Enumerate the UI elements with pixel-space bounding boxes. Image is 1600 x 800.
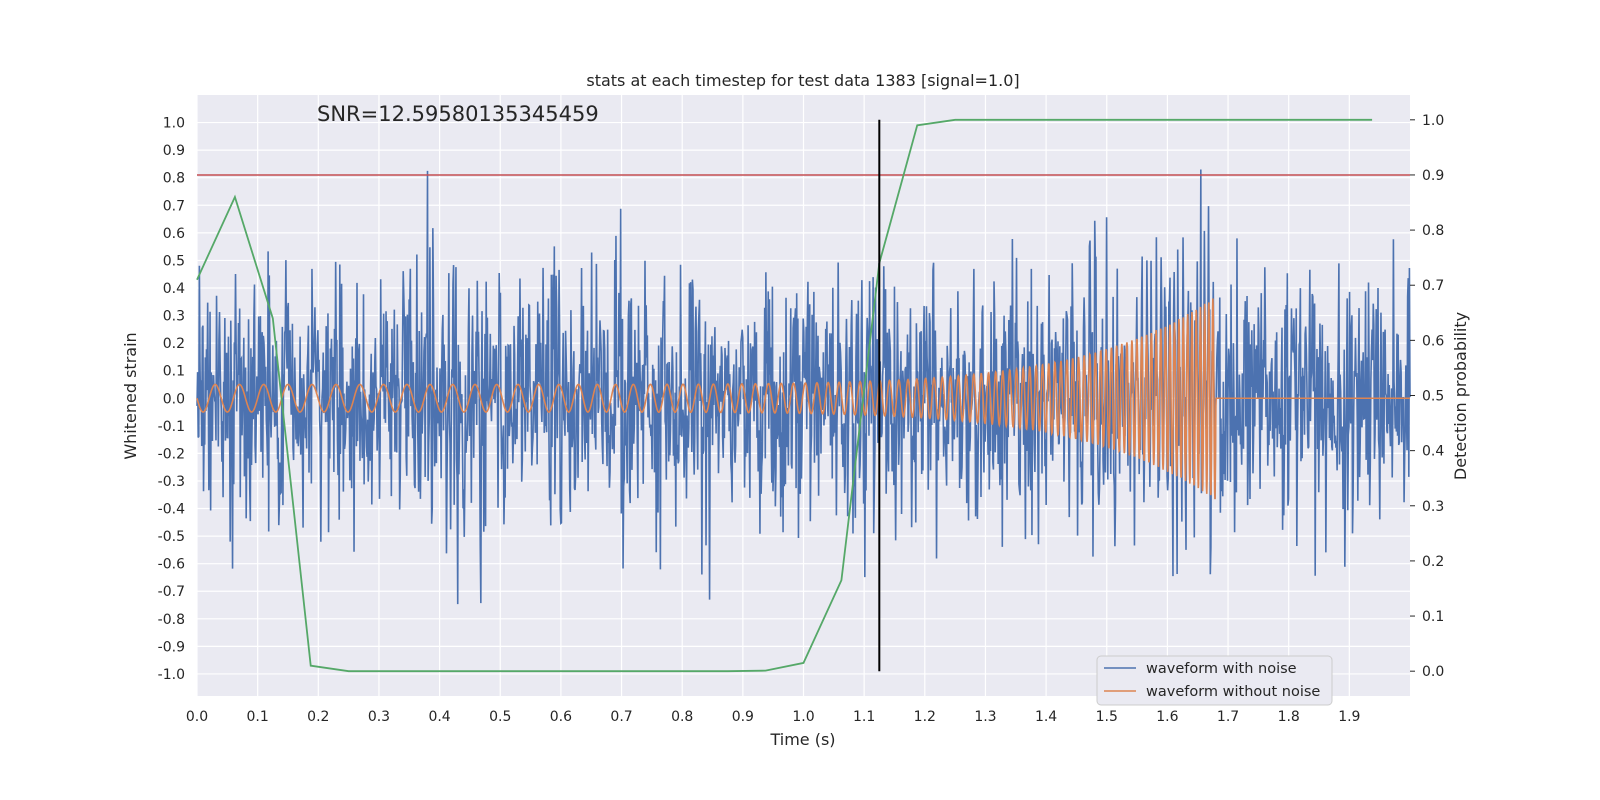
x-tick-label: 1.8: [1278, 709, 1300, 725]
left-y-tick-label: -0.7: [158, 584, 185, 600]
right-y-axis-title: Detection probability: [1451, 312, 1470, 480]
x-tick-label: 0.2: [307, 709, 329, 725]
legend-label-clean: waveform without noise: [1146, 684, 1320, 700]
series-layer: [196, 118, 1411, 673]
x-tick-label: 1.2: [914, 709, 936, 725]
x-tick-labels: 0.0 0.1 0.2 0.3 0.4 0.5 0.6 0.7 0.8 0.9 1.0 1.1 1.2 1…: [186, 709, 1361, 725]
left-y-tick-label: 0.5: [163, 253, 185, 269]
left-y-tick-label: 0.4: [163, 281, 185, 297]
right-y-tick-label: 1.0: [1422, 113, 1444, 129]
right-y-tick-label: 0.6: [1422, 333, 1444, 349]
x-tick-label: 0.6: [550, 709, 572, 725]
left-y-tick-label: -0.9: [158, 639, 185, 655]
left-y-tick-label: 0.0: [163, 391, 185, 407]
left-y-tick-label: 0.2: [163, 336, 185, 352]
series-detection-probability: [196, 118, 1373, 673]
left-y-tick-labels: -1.0 -0.9 -0.8 -0.7 -0.6 -0.5 -0.4 -0.3 -0.2 -0.1…: [158, 116, 185, 683]
left-y-tick-label: -0.5: [158, 529, 185, 545]
x-tick-label: 0.1: [247, 709, 269, 725]
x-tick-label: 0.3: [368, 709, 390, 725]
left-y-tick-label: -0.6: [158, 557, 185, 573]
x-tick-label: 1.6: [1156, 709, 1178, 725]
right-y-tick-label: 0.4: [1422, 444, 1444, 460]
x-tick-label: 0.7: [610, 709, 632, 725]
x-tick-label: 1.4: [1035, 709, 1057, 725]
left-y-axis-title: Whitened strain: [121, 332, 140, 459]
x-axis-title: Time (s): [769, 730, 835, 749]
left-y-tick-label: 1.0: [163, 116, 185, 132]
x-tick-label: 1.7: [1217, 709, 1239, 725]
right-y-tick-label: 0.3: [1422, 499, 1444, 515]
right-y-tick-label: 0.1: [1422, 609, 1444, 625]
left-y-tick-label: 0.6: [163, 226, 185, 242]
snr-annotation: SNR=12.59580135345459: [317, 102, 599, 126]
left-y-tick-label: -0.1: [158, 419, 185, 435]
x-tick-label: 0.4: [428, 709, 450, 725]
legend-box: [1096, 655, 1333, 706]
x-tick-label: 1.9: [1338, 709, 1360, 725]
right-y-tick-label: 0.5: [1422, 389, 1444, 405]
left-y-tick-label: -0.2: [158, 446, 185, 462]
right-y-tick-labels: 0.0 0.1 0.2 0.3 0.4 0.5 0.6 0.7 0.8 0.9 1.0: [1410, 113, 1444, 680]
x-tick-label: 0.9: [732, 709, 754, 725]
x-tick-label: 1.3: [974, 709, 996, 725]
x-tick-label: 1.5: [1096, 709, 1118, 725]
left-y-tick-label: 0.1: [163, 364, 185, 380]
right-y-tick-label: 0.9: [1422, 168, 1444, 184]
left-y-tick-label: 0.3: [163, 309, 185, 325]
right-y-tick-label: 0.0: [1422, 664, 1444, 680]
x-tick-label: 1.1: [853, 709, 875, 725]
right-y-tick-label: 0.7: [1422, 278, 1444, 294]
legend-label-noise: waveform with noise: [1146, 661, 1297, 677]
chart-title: stats at each timestep for test data 138…: [586, 71, 1019, 90]
left-y-tick-label: -0.4: [158, 502, 185, 518]
right-y-tick-label: 0.8: [1422, 223, 1444, 239]
legend: waveform with noise waveform without noi…: [1096, 655, 1333, 706]
right-y-tick-label: 0.2: [1422, 554, 1444, 570]
left-y-tick-label: -0.8: [158, 612, 185, 628]
left-y-tick-label: 0.8: [163, 171, 185, 187]
x-tick-label: 0.5: [489, 709, 511, 725]
left-y-tick-label: -0.3: [158, 474, 185, 490]
series-waveform-without-noise: [196, 298, 1410, 500]
left-y-tick-label: 0.9: [163, 143, 185, 159]
left-y-tick-label: 0.7: [163, 198, 185, 214]
x-tick-label: 0.8: [671, 709, 693, 725]
left-y-tick-label: -1.0: [158, 667, 185, 683]
x-tick-label: 0.0: [186, 709, 208, 725]
x-tick-label: 1.0: [792, 709, 814, 725]
